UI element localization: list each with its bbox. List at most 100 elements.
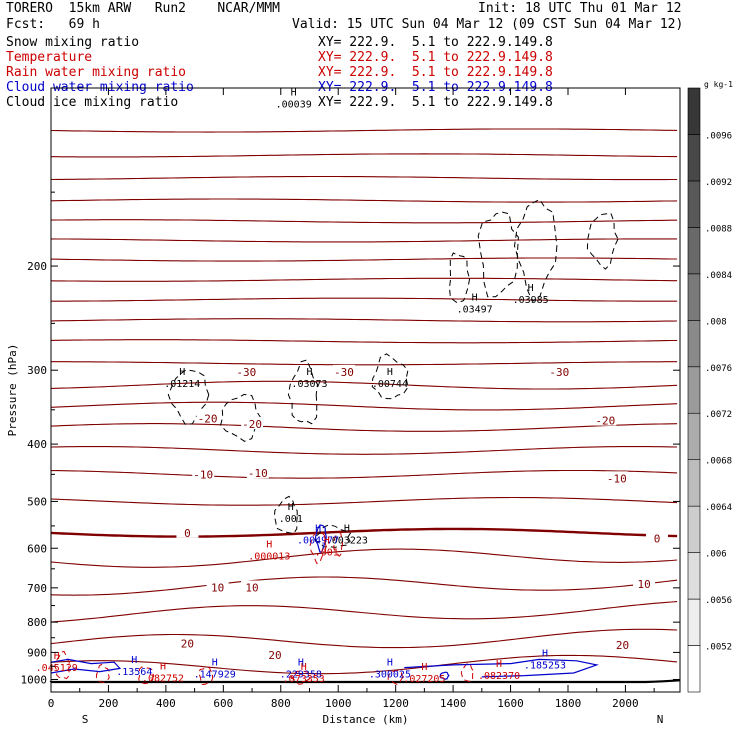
- maximum-marker-9: H: [324, 535, 330, 546]
- isotherm-4: [50, 219, 678, 224]
- y-tick-label-8: 1000: [21, 673, 48, 686]
- temp-label-bg-13: [633, 577, 656, 590]
- colorbar-cell-11: [687, 134, 701, 182]
- maximum-marker-13: H: [160, 661, 166, 672]
- x-tick-label-8: 1600: [497, 697, 524, 710]
- colorbar-cell-10: [687, 180, 701, 228]
- maximum-value-3: .00744: [372, 379, 408, 390]
- isotherm-0: [50, 128, 678, 133]
- colorbar-label-6: .0076: [705, 364, 732, 374]
- colorbar-cell-9: [687, 227, 701, 275]
- y-tick-label-5: 700: [27, 582, 47, 595]
- south-end-label: S: [82, 713, 89, 726]
- water-contour-low-right: [404, 658, 599, 678]
- temp-label-bg-7: [246, 466, 269, 479]
- y-tick-label-0: 200: [27, 260, 47, 273]
- maximum-marker-6: H: [288, 502, 294, 513]
- ice-contour-8: [273, 495, 298, 535]
- colorbar: .0052 .0056 .006 .0064 .0068 .0072 .0076 .008 .0…: [687, 80, 733, 693]
- x-tick-label-4: 800: [271, 697, 291, 710]
- maximum-marker-15: H: [298, 658, 304, 669]
- colorbar-cell-3: [687, 505, 701, 553]
- temp-label-bg-8: [605, 471, 628, 484]
- maximum-marker-5: H: [528, 283, 534, 294]
- colorbar-label-5: .0072: [705, 410, 732, 420]
- maximum-marker-17: H: [387, 658, 393, 669]
- x-tick-label-9: 1800: [555, 697, 582, 710]
- colorbar-label-1: .0056: [705, 596, 732, 606]
- isotherm-14: [50, 423, 678, 432]
- temp-label-bg-2: [548, 364, 571, 377]
- y-tick-label-6: 800: [27, 616, 47, 629]
- isotherm-8: [51, 297, 678, 302]
- isotherm-10: [50, 339, 678, 344]
- x-tick-label-2: 400: [156, 697, 176, 710]
- temperature-contours: [50, 128, 678, 675]
- fill-layer: [49, 679, 681, 692]
- colorbar-label-2: .006: [705, 550, 727, 560]
- temp-label-6: -10: [193, 468, 213, 481]
- water-contour-1: [439, 671, 450, 680]
- x-tick-label-3: 600: [213, 697, 233, 710]
- maximum-value-8: .004977: [297, 536, 339, 547]
- temp-label-bg-4: [241, 417, 264, 430]
- water-contour-low-left: [50, 658, 122, 674]
- temp-label-12: 10: [245, 581, 258, 594]
- maximum-value-2: .03073: [291, 379, 327, 390]
- temp-label-3: -20: [198, 412, 218, 425]
- maximum-value-15: .229358: [280, 670, 322, 681]
- colorbar-cell-1: [687, 598, 701, 646]
- colorbar-label-3: .0064: [705, 503, 732, 513]
- legend-name-rain: Rain water mixing ratio: [6, 65, 187, 80]
- colorbar-cell-12: [687, 87, 701, 135]
- y-tick-label-2: 400: [27, 438, 47, 451]
- maximum-marker-1: H: [179, 367, 185, 378]
- maximum-value-13: .082752: [142, 673, 184, 684]
- maximum-value-12: .13564: [116, 667, 152, 678]
- maximum-value-4: .03497: [457, 305, 493, 316]
- below-ground-area: [51, 682, 680, 692]
- maximum-marker-18: H: [421, 662, 427, 673]
- isotherm-23: [50, 654, 678, 675]
- rain-contour-8: [460, 662, 474, 683]
- y-tick-label-1: 300: [27, 364, 47, 377]
- isotherm-18: [50, 527, 678, 538]
- legend-xy-temperature: XY= 222.9. 5.1 to 222.9.149.8: [318, 50, 553, 65]
- maximum-value-14: .147929: [194, 670, 236, 681]
- temp-label-9: 0: [184, 527, 191, 540]
- ice-contour-2: [287, 359, 319, 425]
- legend-xy-rain: XY= 222.9. 5.1 to 222.9.149.8: [318, 65, 553, 80]
- model-title: TORERO 15km ARW Run2 NCAR/MMM: [6, 1, 280, 16]
- temp-label-14: 20: [181, 638, 194, 651]
- maximum-marker-11: H: [54, 651, 60, 662]
- plot-frame: [50, 87, 681, 693]
- valid-time: Valid: 15 UTC Sun 04 Mar 12 (09 CST Sun …: [292, 17, 684, 32]
- isotherm-20: [50, 576, 678, 596]
- colorbar-label-7: .008: [705, 317, 727, 327]
- maximum-value-5: .03985: [513, 295, 549, 306]
- maximum-value-18: .027205: [403, 674, 445, 685]
- isotherm-19: [50, 548, 678, 568]
- temp-label-bg-5: [594, 413, 617, 426]
- water-contour-0: [314, 524, 327, 553]
- forecast-hour: Fcst: 69 h: [6, 17, 100, 32]
- y-tick-label-7: 900: [27, 646, 47, 659]
- rain-contour-1: [333, 532, 344, 557]
- cloud-water-contours: [50, 524, 599, 680]
- isotherm-15: [50, 446, 678, 455]
- x-tick-label-6: 1200: [382, 697, 409, 710]
- maximum-marker-7: H: [344, 524, 350, 535]
- colorbar-label-9: .0088: [705, 224, 732, 234]
- ice-contour-1: [220, 393, 261, 442]
- colorbar-label-8: .0084: [705, 271, 732, 281]
- maximum-value-1: .01214: [164, 379, 200, 390]
- isotherm-22: [50, 628, 678, 649]
- x-tick-label-1: 200: [99, 697, 119, 710]
- colorbar-unit: g kg-1: [704, 80, 733, 89]
- temp-label-bg-6: [192, 467, 215, 480]
- x-axis-label: Distance (km): [322, 713, 408, 726]
- legend-name-temperature: Temperature: [6, 50, 93, 65]
- temp-label-bg-11: [206, 580, 229, 593]
- temp-label-4: -20: [242, 418, 262, 431]
